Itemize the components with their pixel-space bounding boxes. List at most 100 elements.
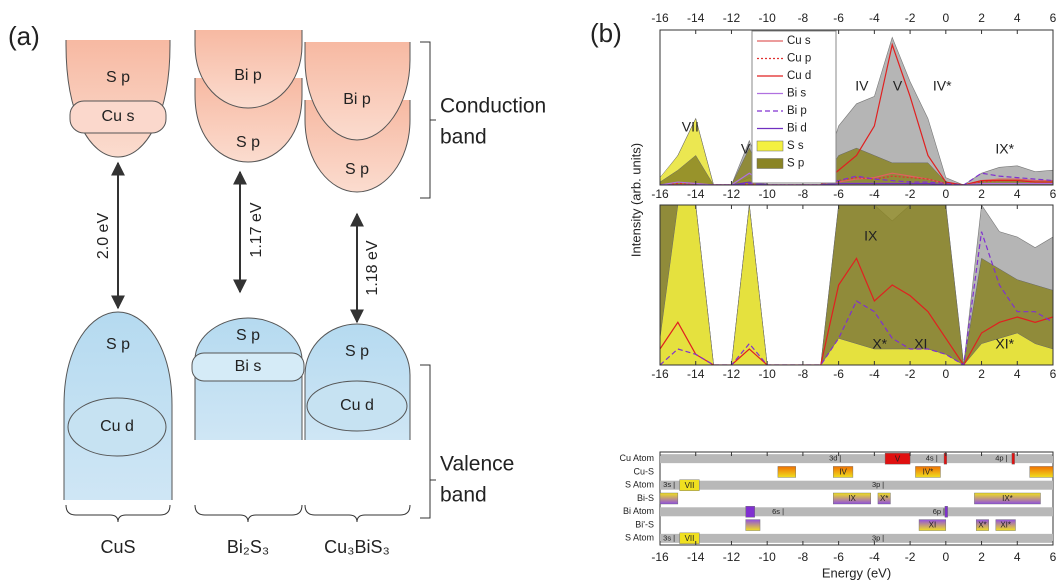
x-tick-label: -10 bbox=[759, 550, 777, 564]
gap-label: 1.17 eV bbox=[248, 202, 265, 257]
panel-a: (a) S p Cu s 2.0 eV S p Cu d Bi p S p 1.… bbox=[8, 21, 546, 557]
x-tick-label: -8 bbox=[798, 11, 809, 25]
gap-label: 2.0 eV bbox=[95, 213, 112, 260]
level-box bbox=[777, 466, 796, 478]
x-tick-label: -10 bbox=[759, 367, 777, 381]
x-tick-label: -2 bbox=[905, 11, 916, 25]
legend-label: Cu p bbox=[787, 53, 811, 65]
level-label: IX bbox=[848, 494, 856, 503]
x-tick-label: -2 bbox=[905, 550, 916, 564]
legend-label: Bi s bbox=[787, 88, 806, 100]
compound-label: Cu₃BiS₃ bbox=[324, 537, 390, 557]
state-label: Cu d bbox=[100, 418, 134, 435]
x-tick-label: 6 bbox=[1050, 550, 1057, 564]
band-label: band bbox=[440, 126, 487, 149]
atom-band bbox=[660, 507, 1053, 517]
conduction-shape bbox=[194, 30, 303, 109]
x-tick-label: -8 bbox=[798, 367, 809, 381]
state-label: Cu d bbox=[340, 397, 374, 414]
conduction-shape bbox=[304, 42, 411, 141]
level-box bbox=[877, 492, 891, 505]
level-label: VII bbox=[685, 481, 695, 490]
peak-label: VII bbox=[682, 119, 699, 135]
row-label: Bi-S bbox=[637, 493, 654, 503]
level-box bbox=[995, 519, 1016, 531]
row-label: Bi'-S bbox=[635, 519, 654, 529]
legend-label: S p bbox=[787, 158, 804, 170]
row-label: Cu-S bbox=[633, 466, 654, 476]
level-box bbox=[944, 506, 948, 518]
series-line bbox=[660, 172, 1053, 185]
atom-band bbox=[660, 480, 1053, 490]
row-label: Bi Atom bbox=[623, 506, 654, 516]
peak-label: VI bbox=[741, 141, 754, 157]
level-label: X* bbox=[978, 521, 986, 530]
series-line bbox=[660, 231, 1053, 365]
state-label: S p bbox=[345, 161, 369, 178]
level-box bbox=[745, 519, 761, 531]
x-tick-label: -6 bbox=[833, 367, 844, 381]
bracket bbox=[304, 504, 411, 523]
series-line bbox=[660, 42, 1053, 185]
x-tick-label: 0 bbox=[942, 187, 949, 201]
x-tick-label: -6 bbox=[833, 11, 844, 25]
x-tick-label: -6 bbox=[833, 550, 844, 564]
x-tick-label: -12 bbox=[723, 187, 741, 201]
level-box bbox=[745, 506, 755, 518]
level-label: X* bbox=[880, 494, 888, 503]
x-tick-label: 0 bbox=[942, 550, 949, 564]
orbital-label: 6p bbox=[933, 507, 941, 516]
x-tick-label: 6 bbox=[1050, 367, 1057, 381]
panel-label: (b) bbox=[590, 18, 622, 48]
level-box bbox=[974, 492, 1041, 505]
plot-area bbox=[660, 205, 1053, 365]
level-box bbox=[659, 492, 679, 505]
x-tick-label: -14 bbox=[687, 367, 705, 381]
legend-swatch bbox=[756, 158, 784, 169]
level-box bbox=[975, 519, 989, 531]
level-label: IV* bbox=[923, 468, 934, 477]
x-tick-label: -16 bbox=[651, 187, 669, 201]
x-tick-label: -12 bbox=[723, 11, 741, 25]
x-tick-label: -14 bbox=[687, 550, 705, 564]
state-label: Bi p bbox=[343, 91, 371, 108]
orbital-label: 3d bbox=[829, 454, 837, 463]
series-area bbox=[660, 205, 1053, 365]
x-tick-label: -16 bbox=[651, 367, 669, 381]
x-tick-label: -6 bbox=[833, 187, 844, 201]
x-tick-label: -16 bbox=[651, 11, 669, 25]
band-label: Conduction bbox=[440, 95, 546, 118]
legend-label: Bi p bbox=[787, 105, 807, 117]
x-tick-label: 6 bbox=[1050, 187, 1057, 201]
x-tick-label: -14 bbox=[687, 187, 705, 201]
x-tick-label: 4 bbox=[1014, 550, 1021, 564]
x-tick-label: -2 bbox=[905, 187, 916, 201]
bracket bbox=[420, 364, 436, 519]
level-box bbox=[918, 519, 947, 531]
x-tick-label: -14 bbox=[687, 11, 705, 25]
x-tick-label: 0 bbox=[942, 11, 949, 25]
level-box bbox=[1029, 466, 1054, 478]
x-axis-label: Energy (eV) bbox=[822, 565, 891, 580]
x-tick-label: 2 bbox=[978, 11, 985, 25]
x-tick-label: -4 bbox=[869, 187, 880, 201]
conduction-shape bbox=[65, 40, 171, 158]
atom-band bbox=[660, 454, 1053, 464]
plot-frame bbox=[659, 204, 1054, 366]
compound-label: Bi₂S₃ bbox=[227, 537, 269, 557]
x-tick-label: 2 bbox=[978, 550, 985, 564]
legend-swatch bbox=[756, 140, 784, 152]
peak-label: IV* bbox=[933, 78, 952, 94]
peak-label: X* bbox=[872, 336, 887, 352]
series-line bbox=[660, 257, 1053, 365]
plot-frame bbox=[659, 29, 1054, 186]
total-area bbox=[660, 36, 1053, 185]
orbital-label: 3s bbox=[663, 480, 671, 489]
state-label: S p bbox=[236, 134, 260, 151]
orbital-label: 4p bbox=[995, 454, 1003, 463]
state-label: S p bbox=[106, 336, 130, 353]
peak-label: XI bbox=[914, 336, 927, 352]
x-tick-label: -4 bbox=[869, 11, 880, 25]
plot-area bbox=[660, 36, 1053, 185]
level-box bbox=[833, 492, 871, 505]
